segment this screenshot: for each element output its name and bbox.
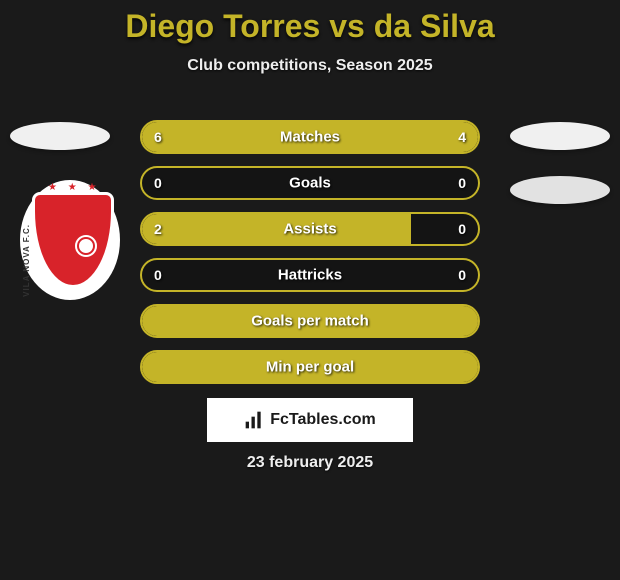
stat-label: Assists	[142, 221, 478, 238]
stat-label: Hattricks	[142, 267, 478, 284]
subtitle: Club competitions, Season 2025	[0, 57, 620, 75]
chart-icon	[244, 410, 264, 430]
source-badge[interactable]: FcTables.com	[207, 398, 413, 442]
stat-label: Min per goal	[142, 359, 478, 376]
player-right-avatar-placeholder	[510, 122, 610, 150]
stat-row: 00Hattricks	[140, 258, 480, 292]
crest-banner-text: VILA NOVA F.C.	[22, 224, 50, 297]
player-left-club-crest: ★ ★ ★ VILA NOVA F.C.	[20, 180, 120, 300]
stat-row: 64Matches	[140, 120, 480, 154]
stat-row: 00Goals	[140, 166, 480, 200]
stat-label: Matches	[142, 129, 478, 146]
snapshot-date: 23 february 2025	[0, 454, 620, 472]
stat-row: Min per goal	[140, 350, 480, 384]
player-left-avatar-placeholder	[10, 122, 110, 150]
page-title: Diego Torres vs da Silva	[0, 0, 620, 45]
stat-row: 20Assists	[140, 212, 480, 246]
source-badge-label: FcTables.com	[270, 411, 376, 429]
stat-label: Goals per match	[142, 313, 478, 330]
stat-bars-container: 64Matches 00Goals 20Assists 00Hattricks Goal…	[140, 120, 480, 396]
stat-label: Goals	[142, 175, 478, 192]
stat-row: Goals per match	[140, 304, 480, 338]
crest-ball-icon	[75, 235, 97, 257]
player-right-club-placeholder	[510, 176, 610, 204]
comparison-card: Diego Torres vs da Silva Club competitio…	[0, 0, 620, 580]
